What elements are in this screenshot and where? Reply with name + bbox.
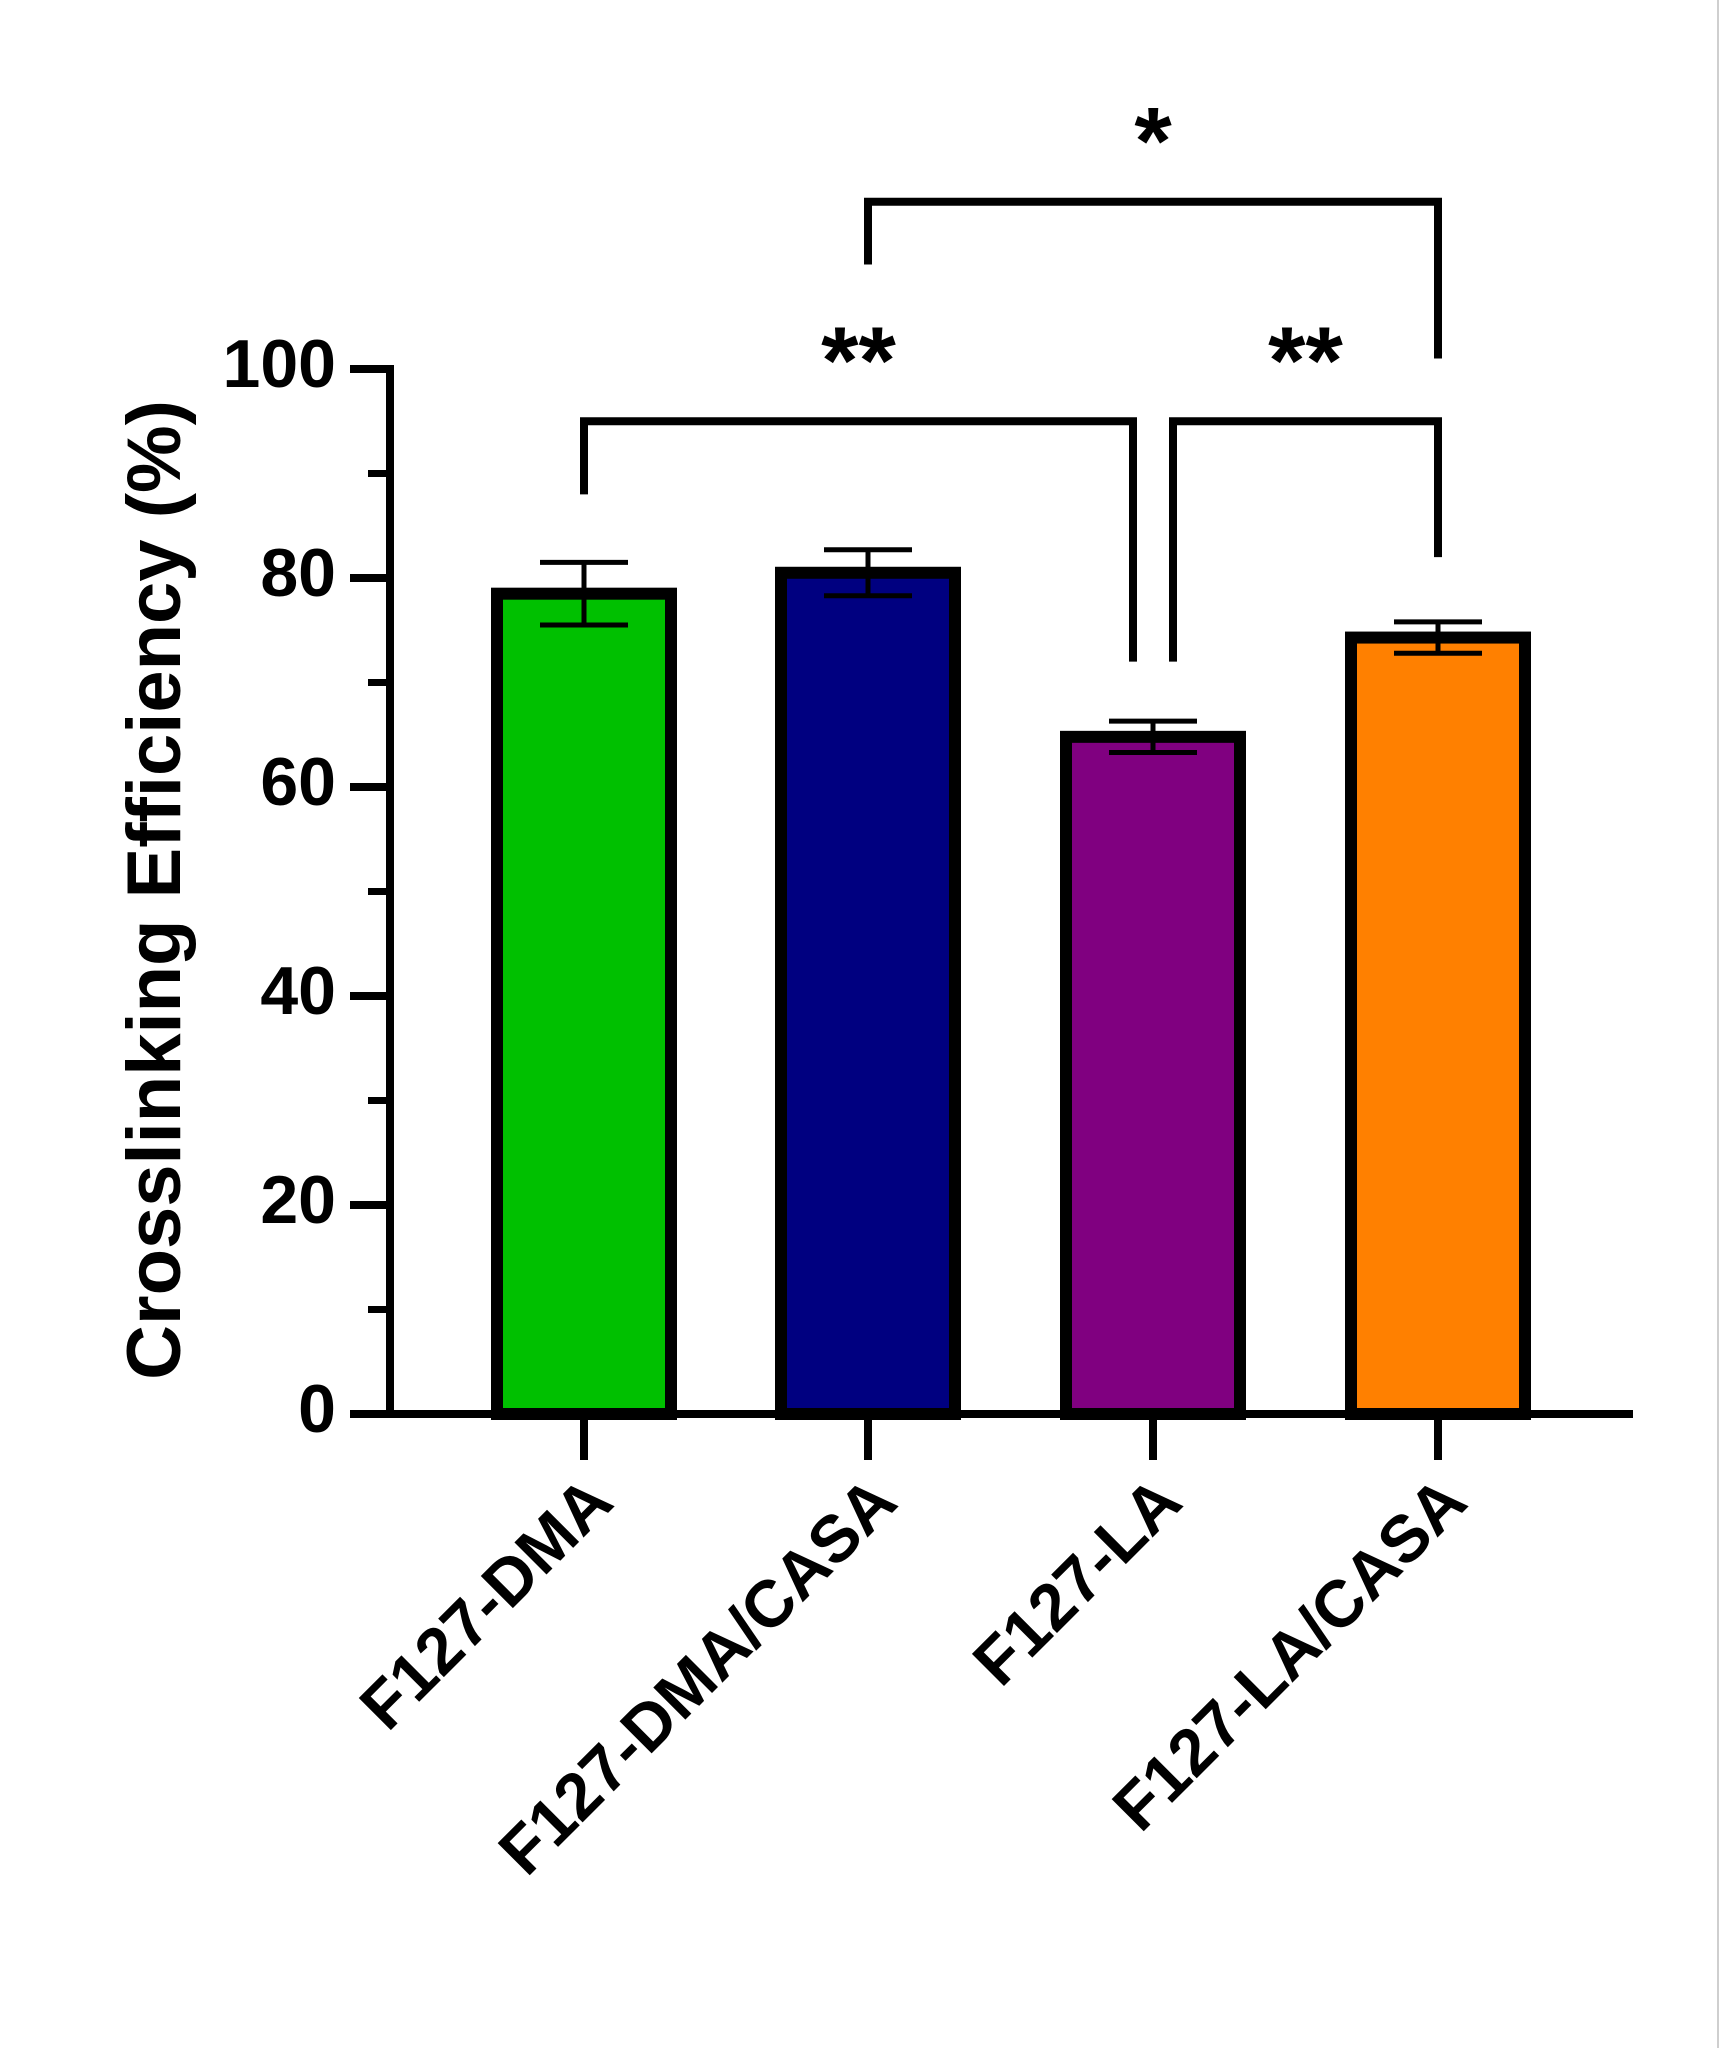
- x-tick-label: F127-DMA: [345, 1463, 626, 1744]
- significance-brackets: ** ***: [580, 88, 1442, 662]
- y-tick-label: 40: [260, 953, 336, 1029]
- y-axis-title: Crosslinking Efficiency (%): [112, 400, 197, 1380]
- y-tick-label: 60: [260, 744, 336, 820]
- significance-label: **: [1268, 307, 1343, 414]
- y-tick-label: 80: [260, 535, 336, 611]
- significance-bracket: *: [864, 88, 1442, 359]
- y-ticks: 0 20 40 60 80 100: [223, 326, 394, 1447]
- significance-bracket: **: [580, 307, 1137, 662]
- bar-f127-dma: [491, 587, 677, 1420]
- error-bar: [824, 547, 912, 599]
- bar-f127-la: [1060, 730, 1246, 1420]
- significance-label: **: [821, 307, 896, 414]
- error-bars: [540, 547, 1482, 756]
- error-bar: [1109, 718, 1197, 756]
- right-edge-line: [1717, 0, 1719, 2048]
- significance-bracket: **: [1169, 307, 1442, 662]
- error-bar: [1394, 619, 1482, 656]
- y-tick-label: 20: [260, 1162, 336, 1238]
- y-tick-label: 100: [223, 326, 336, 402]
- x-tick-label: F127-LA: [958, 1463, 1194, 1699]
- bar-f127-la-casa: [1345, 631, 1531, 1420]
- bars: [491, 566, 1531, 1420]
- error-bar: [540, 559, 628, 628]
- significance-label: *: [1134, 88, 1172, 195]
- bar-f127-dma-casa: [775, 566, 961, 1420]
- y-tick-label: 0: [298, 1371, 336, 1447]
